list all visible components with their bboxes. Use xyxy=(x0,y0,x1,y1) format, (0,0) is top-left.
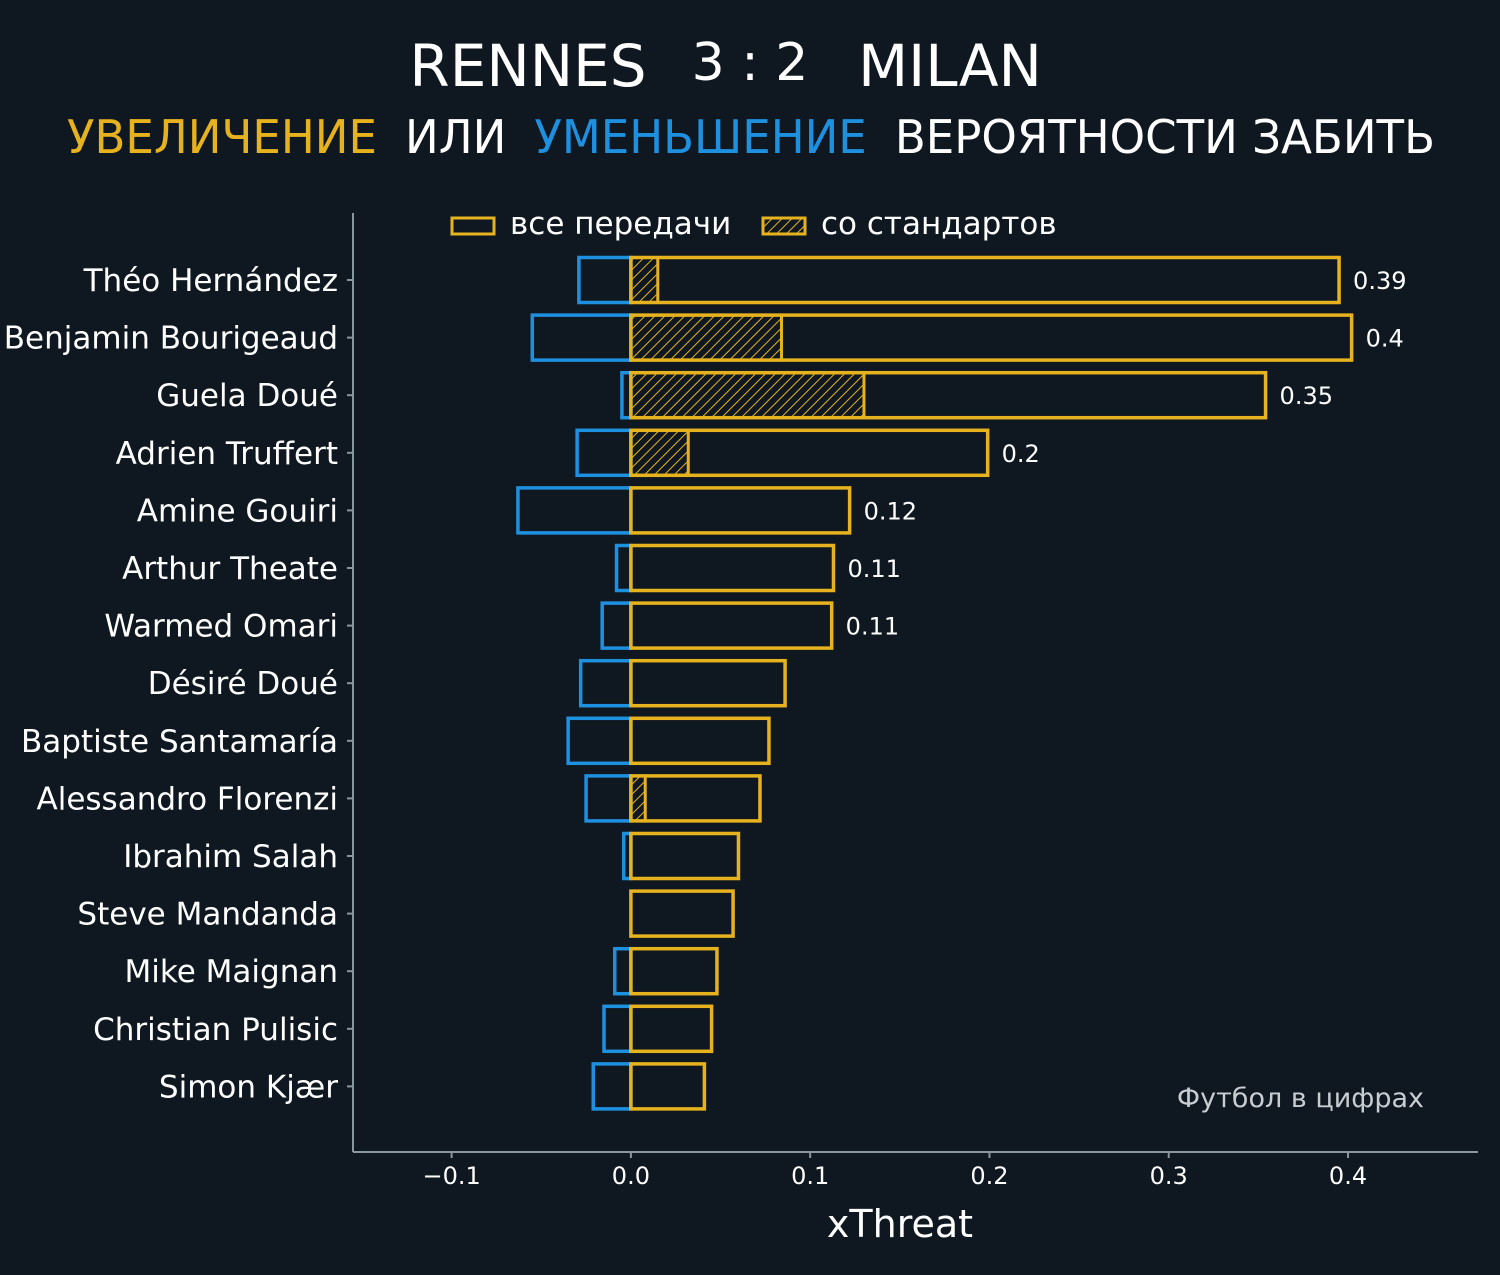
y-tick-label: Alessandro Florenzi xyxy=(37,781,338,817)
x-tick-label: 0.4 xyxy=(1329,1162,1367,1190)
value-label: 0.12 xyxy=(864,497,917,525)
decrease-bar xyxy=(566,716,633,766)
set-piece-bar xyxy=(629,313,783,362)
y-tick-label: Amine Gouiri xyxy=(137,493,338,529)
x-ticks: −0.1 0.0 0.1 0.2 0.3 0.4 xyxy=(422,1152,1367,1190)
y-tick-label: Baptiste Santamaría xyxy=(21,724,338,760)
value-label: 0.11 xyxy=(846,613,899,641)
increase-bar xyxy=(629,889,735,938)
y-tick-label: Ibrahim Salah xyxy=(123,839,338,875)
increase-bar xyxy=(629,946,719,996)
decrease-bar xyxy=(613,946,633,996)
watermark: Футбол в цифрах xyxy=(1177,1083,1424,1114)
value-label: 0.11 xyxy=(847,555,900,583)
value-label: 0.39 xyxy=(1353,267,1406,295)
match-score: 3 : 2 xyxy=(692,33,809,93)
decrease-bar xyxy=(516,486,633,535)
x-tick-label: 0.0 xyxy=(612,1162,650,1190)
legend-swatch-set-pieces xyxy=(761,216,807,236)
increase-bar xyxy=(629,370,1268,420)
legend: все передачи со стандартов xyxy=(450,206,1057,242)
bars-layer: 0.39 0.4 0.35 0.2 0.12 0.11 0.11 xyxy=(516,255,1406,1111)
increase-bar xyxy=(629,601,834,650)
set-piece-bar xyxy=(629,256,660,304)
decrease-bar xyxy=(614,543,633,593)
set-piece-bar xyxy=(629,428,690,477)
y-tick-label: Simon Kjær xyxy=(159,1069,338,1105)
y-tick-label: Guela Doué xyxy=(156,378,338,414)
increase-bar xyxy=(629,255,1341,305)
legend-label-all-passes: все передачи xyxy=(510,206,731,242)
increase-bar xyxy=(629,543,836,593)
increase-bar xyxy=(629,428,990,478)
decrease-bar xyxy=(578,658,633,708)
y-tick-label: Théo Hernández xyxy=(83,263,338,299)
increase-bar xyxy=(629,831,741,881)
y-tick-label: Désiré Doué xyxy=(148,666,338,702)
set-piece-bar xyxy=(629,774,647,823)
subtitle-rest: ВЕРОЯТНОСТИ ЗАБИТЬ xyxy=(895,110,1435,164)
y-tick-label: Mike Maignan xyxy=(125,954,338,990)
legend-swatch-all-passes xyxy=(450,216,496,236)
decrease-bar xyxy=(584,774,633,823)
decrease-bar xyxy=(575,428,633,478)
subtitle-or: ИЛИ xyxy=(405,110,506,164)
y-tick-labels: Théo Hernández Benjamin Bourigeaud Guela D… xyxy=(4,263,353,1105)
y-tick-label: Adrien Truffert xyxy=(116,436,338,472)
decrease-bar xyxy=(600,601,633,650)
value-label: 0.35 xyxy=(1280,382,1333,410)
y-tick-label: Steve Mandanda xyxy=(77,897,338,933)
subtitle-decrease: УМЕНЬШЕНИЕ xyxy=(534,110,866,164)
home-team-name: RENNES xyxy=(409,32,646,100)
away-team-name: MILAN xyxy=(858,32,1042,100)
legend-label-set-pieces: со стандартов xyxy=(821,206,1057,242)
increase-bar xyxy=(629,658,787,708)
decrease-bar xyxy=(591,1062,633,1111)
y-tick-label: Warmed Omari xyxy=(104,609,338,645)
value-label: 0.4 xyxy=(1366,325,1404,353)
y-tick-label: Christian Pulisic xyxy=(93,1012,338,1048)
increase-bar xyxy=(629,313,1354,362)
decrease-bar xyxy=(530,313,633,362)
y-tick-label: Benjamin Bourigeaud xyxy=(4,321,338,357)
subtitle-increase: УВЕЛИЧЕНИЕ xyxy=(67,110,377,164)
decrease-bar xyxy=(602,1004,633,1054)
x-tick-label: 0.2 xyxy=(970,1162,1008,1190)
subtitle: УВЕЛИЧЕНИЕ ИЛИ УМЕНЬШЕНИЕ ВЕРОЯТНОСТИ ЗА… xyxy=(67,110,1435,164)
x-tick-label: −0.1 xyxy=(422,1162,480,1190)
increase-bar xyxy=(629,1004,714,1054)
x-tick-label: 0.1 xyxy=(791,1162,829,1190)
set-piece-bar xyxy=(629,371,866,420)
increase-bar xyxy=(629,486,852,535)
x-axis-label: xThreat xyxy=(827,1202,973,1246)
y-tick-label: Arthur Theate xyxy=(122,551,338,587)
increase-bar xyxy=(629,716,771,766)
increase-bar xyxy=(629,774,762,823)
x-tick-label: 0.3 xyxy=(1150,1162,1188,1190)
increase-bar xyxy=(629,1062,707,1111)
decrease-bar xyxy=(577,255,633,305)
value-label: 0.2 xyxy=(1002,440,1040,468)
